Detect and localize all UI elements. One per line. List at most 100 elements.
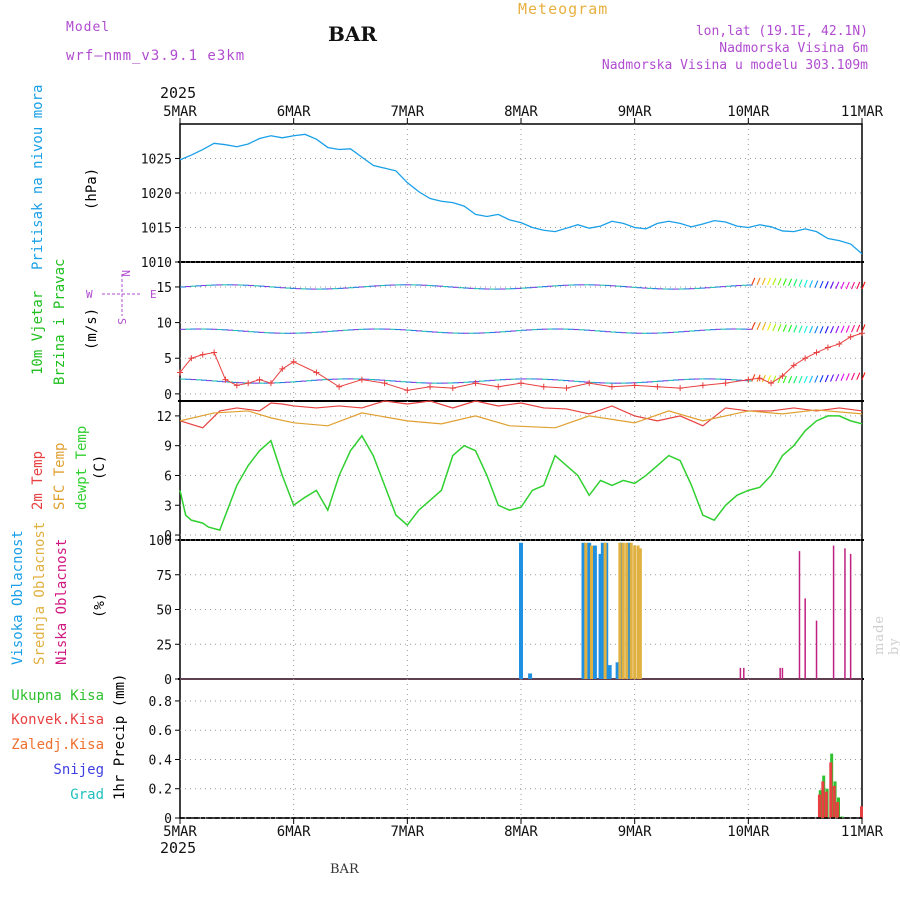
- wind-speed-marker: [336, 383, 343, 390]
- pressure-unit: (hPa): [84, 168, 100, 210]
- cloud-low-bar: [743, 667, 745, 679]
- cloud-mid-bar: [603, 542, 607, 679]
- wind-speed-marker: [540, 383, 547, 390]
- wind-label-2: Brzina i Pravac: [52, 259, 68, 385]
- cloud-mid-bar: [633, 545, 637, 679]
- wind-arrow: [824, 281, 829, 289]
- wind-arrow: [856, 281, 861, 290]
- cloud-mid-bar: [629, 542, 633, 679]
- wind-speed-marker: [802, 355, 809, 362]
- wind-arrow: [809, 375, 814, 384]
- wind-arrow: [830, 374, 835, 382]
- cloud-high-bar: [626, 542, 631, 679]
- wind-arrow: [835, 373, 840, 382]
- sfc-temp-line: [179, 409, 863, 429]
- day-label-bottom: 8MAR: [504, 824, 538, 840]
- station-title: BAR: [328, 22, 378, 46]
- wind-arrow: [840, 325, 845, 333]
- precip-conv-bar: [836, 801, 840, 818]
- wind-speed-marker: [563, 385, 570, 392]
- wind-arrow: [751, 277, 756, 286]
- wind-arrow: [856, 372, 861, 380]
- precip-conv-bar: [817, 794, 821, 818]
- wind-arrow: [798, 279, 803, 287]
- cloud-mid-bar: [618, 542, 622, 679]
- wind-arrow: [809, 325, 814, 334]
- compass-w: W: [86, 288, 93, 301]
- y-tick-label: 6: [164, 469, 172, 484]
- wind-arrow: [851, 324, 856, 333]
- model-name: wrf–nmm_v3.9.1 e3km: [66, 48, 246, 64]
- precip-legend-total: Ukupna Kisa: [11, 688, 104, 704]
- wind-speed-marker: [790, 362, 797, 369]
- y-tick-label: 10: [156, 317, 172, 332]
- cloud-low-bar: [832, 545, 835, 679]
- cloud-low-bar: [849, 553, 852, 679]
- day-label-bottom: 6MAR: [277, 824, 311, 840]
- year-bottom: 2025: [160, 839, 197, 857]
- year-top: 2025: [160, 84, 197, 102]
- wind-speed-marker: [404, 387, 411, 394]
- wind-speed-marker: [290, 358, 297, 365]
- wind-speed-marker: [847, 333, 854, 340]
- wind-arrow: [830, 281, 835, 289]
- y-tick-label: 50: [156, 604, 172, 619]
- wind-arrow: [830, 325, 835, 334]
- precip-legend-frz: Zaledj.Kisa: [11, 737, 104, 753]
- wind-arrow: [851, 281, 856, 290]
- y-tick-label: 25: [156, 638, 172, 653]
- wind-speed-marker: [745, 376, 752, 383]
- wind-arrow: [861, 372, 866, 380]
- wind-speed-marker: [427, 383, 434, 390]
- wind-speed-marker: [358, 376, 365, 383]
- cloud-label-high: Visoka Oblacnost: [10, 530, 26, 665]
- lonlat-label: lon,lat (19.1E, 42.1N): [695, 24, 868, 39]
- wind-arrow: [861, 324, 866, 332]
- temp-label-t2m: 2m Temp: [30, 451, 46, 510]
- wind-speed-marker: [586, 380, 593, 387]
- cloud-high-bar: [615, 662, 620, 679]
- wind-arrow: [803, 375, 808, 384]
- wind-arrow: [777, 324, 782, 332]
- y-tick-label: 5: [164, 352, 172, 367]
- y-tick-label: 1020: [141, 187, 172, 202]
- wind-arrow: [756, 277, 761, 286]
- wind-speed-marker: [381, 380, 388, 387]
- precip-conv-bar: [860, 806, 863, 818]
- wind-arrow: [772, 323, 777, 332]
- y-tick-label: 1010: [141, 256, 172, 271]
- wind-speed-marker: [199, 351, 206, 358]
- wind-arrow: [824, 374, 829, 383]
- wind-arrow: [814, 280, 819, 288]
- cloud-mid-bar: [589, 545, 593, 679]
- wind-speed-marker: [177, 369, 183, 376]
- pressure-line: [179, 133, 863, 255]
- t2m-line: [179, 400, 863, 429]
- y-tick-label: 3: [164, 499, 172, 514]
- cloud-low-bar: [781, 667, 784, 679]
- wind-arrow: [835, 325, 840, 334]
- y-tick-label: 0: [164, 529, 172, 544]
- cloud-low-bar: [798, 551, 801, 679]
- wind-arrow: [751, 322, 756, 330]
- wind-speed-marker: [495, 383, 502, 390]
- compass-e: E: [150, 288, 157, 301]
- cloud-mid-bar: [584, 542, 588, 679]
- day-label-bottom: 11MAR: [841, 824, 884, 840]
- day-label-top: 6MAR: [277, 104, 311, 120]
- wind-arrow: [788, 375, 793, 384]
- day-label-top: 11MAR: [841, 104, 884, 120]
- y-tick-label: 0.2: [149, 783, 172, 798]
- wind-arrow: [861, 281, 866, 290]
- cloud-label-mid: Srednja Oblacnost: [32, 522, 48, 665]
- wind-speed-marker: [779, 373, 786, 380]
- y-tick-label: 0: [164, 673, 172, 688]
- wind-arrow: [793, 375, 798, 384]
- wind-arrow: [845, 373, 850, 381]
- temp-label-dew: dewpt Temp: [74, 426, 90, 510]
- wind-arrow: [772, 277, 777, 286]
- wind-arrow: [803, 325, 808, 334]
- model-altitude-label: Nadmorska Visina u modelu 303.109m: [601, 58, 868, 73]
- precip-legend-snow: Snijeg: [53, 762, 104, 778]
- wind-arrow: [761, 277, 766, 286]
